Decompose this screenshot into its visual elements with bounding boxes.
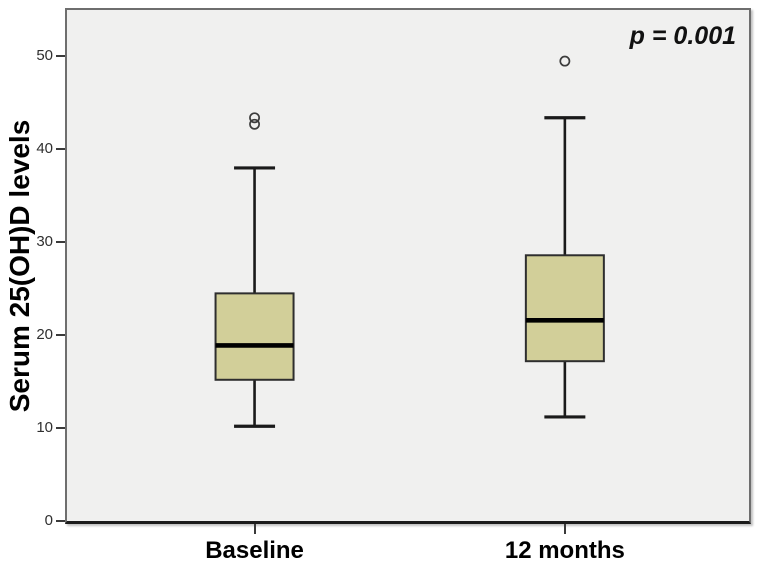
y-tick-mark-10 (56, 427, 65, 430)
x-category-label-12-months: 12 months (504, 537, 625, 564)
y-axis-title: Serum 25(OH)D levels (4, 119, 35, 413)
y-tick-label-30: 30 (36, 233, 53, 251)
outlier-point-12-months (559, 55, 571, 67)
x-tick-mark-baseline (253, 524, 256, 534)
y-tick-label-20: 20 (36, 326, 53, 344)
box-baseline (214, 292, 295, 381)
y-tick-label-0: 0 (44, 512, 53, 529)
y-tick-mark-0 (56, 520, 65, 522)
y-tick-mark-50 (56, 55, 65, 58)
y-tick-label-40: 40 (36, 140, 53, 158)
box-12-months (524, 254, 605, 363)
y-tick-mark-30 (56, 241, 65, 244)
boxplot-svg (214, 55, 605, 428)
plot-area: p = 0.001 (65, 8, 751, 524)
p-value-annotation: p = 0.001 (629, 22, 736, 50)
outlier-point-baseline (249, 118, 260, 130)
x-category-label-baseline: Baseline (205, 537, 304, 564)
y-tick-label-10: 10 (36, 419, 53, 437)
y-tick-mark-20 (56, 334, 65, 337)
outlier-point-baseline (249, 112, 260, 124)
x-tick-mark-12-months (563, 524, 566, 534)
y-tick-mark-40 (56, 148, 65, 151)
y-tick-label-50: 50 (36, 47, 53, 65)
